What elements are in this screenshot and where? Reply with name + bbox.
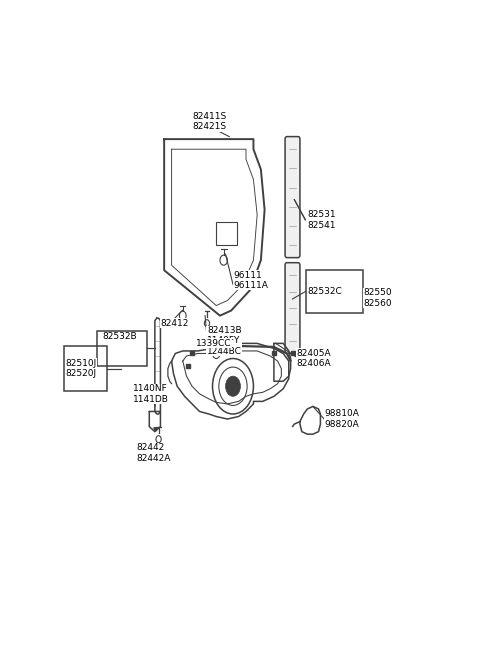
Bar bbox=[97, 331, 147, 366]
Text: 82531
82541: 82531 82541 bbox=[307, 210, 336, 229]
Text: 82510J
82520J: 82510J 82520J bbox=[66, 359, 97, 379]
Text: 82405A
82406A: 82405A 82406A bbox=[296, 349, 331, 368]
Text: 98810A
98820A: 98810A 98820A bbox=[324, 409, 359, 429]
FancyBboxPatch shape bbox=[285, 263, 300, 354]
Bar bbox=[64, 346, 107, 391]
Bar bbox=[216, 222, 237, 245]
Text: 96111
96111A: 96111 96111A bbox=[233, 271, 268, 290]
Text: 82532C: 82532C bbox=[307, 287, 342, 296]
Text: 82442
82442A: 82442 82442A bbox=[136, 443, 170, 462]
Text: 82413B
1140FY
1244BC: 82413B 1140FY 1244BC bbox=[207, 326, 242, 356]
FancyBboxPatch shape bbox=[285, 137, 300, 257]
Text: 1339CC: 1339CC bbox=[196, 339, 231, 348]
Text: 82532B: 82532B bbox=[103, 332, 137, 341]
Text: 82412: 82412 bbox=[160, 319, 189, 328]
Bar bbox=[305, 271, 363, 313]
Text: 82411S
82421S: 82411S 82421S bbox=[192, 112, 226, 131]
Text: 82550
82560: 82550 82560 bbox=[363, 288, 392, 308]
Circle shape bbox=[226, 376, 240, 396]
Text: 1140NF
1141DB: 1140NF 1141DB bbox=[132, 384, 168, 403]
